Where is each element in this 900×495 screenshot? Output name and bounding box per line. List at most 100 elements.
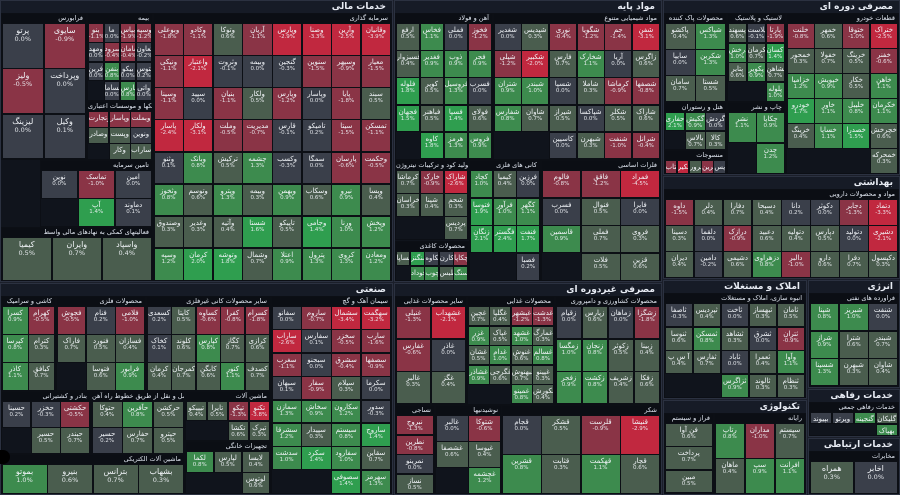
stock-tile[interactable]: فسرب 0.0% [467, 77, 492, 106]
stock-tile[interactable]: دزهراوی 0.8% [751, 251, 782, 278]
stock-tile[interactable]: شترا 0.6% [838, 330, 869, 359]
stock-tile[interactable]: غیوسا 0.4% [468, 441, 501, 468]
stock-tile[interactable]: ثتران -0.9% [776, 326, 805, 351]
stock-tile[interactable]: حسیر 0.2% [91, 427, 123, 454]
stock-tile[interactable]: دعبید 0.6% [751, 225, 782, 252]
stock-tile[interactable]: حکشتی -0.5% [60, 401, 90, 428]
stock-tile[interactable]: فجوش -0.5% [56, 306, 87, 335]
stock-tile[interactable]: خرینگ 0.4% [786, 123, 815, 149]
stock-tile[interactable]: آفتاب [664, 160, 678, 174]
stock-tile[interactable]: زبینا 0.4% [633, 338, 660, 372]
stock-tile[interactable]: شپنا 0.8% [809, 303, 840, 332]
stock-tile[interactable]: وتوکا 0.6% [212, 23, 243, 56]
stock-tile[interactable]: وآرین -2.5% [331, 23, 362, 56]
stock-tile[interactable]: حفارس 0.7% [122, 427, 154, 454]
stock-tile[interactable]: خمحور 0.3% [786, 48, 815, 74]
stock-tile[interactable]: زماهان 0.0% [607, 306, 634, 340]
stock-tile[interactable]: دتولیه 0.4% [781, 225, 811, 252]
stock-tile[interactable]: شپاکس 1.3% [695, 23, 726, 50]
stock-tile[interactable]: وتوسم 0.6% [183, 183, 214, 217]
stock-tile[interactable]: سنوین -1.5% [301, 55, 332, 88]
stock-tile[interactable]: بپارس0.8% [119, 80, 136, 101]
stock-tile[interactable]: خودرو 1.7% [786, 98, 815, 124]
stock-tile[interactable]: دتماد -3.3% [868, 199, 898, 226]
stock-tile[interactable]: ورنا 1.0% [331, 215, 362, 249]
stock-tile[interactable]: حآفرین 0.8% [122, 401, 154, 428]
stock-tile[interactable]: تایرا 0.5% [206, 401, 228, 421]
stock-tile[interactable]: نطرین -0.8% [395, 434, 434, 455]
stock-tile[interactable]: ماهان 0.4% [714, 458, 745, 494]
stock-tile[interactable]: وکادو -1.1% [183, 23, 214, 56]
stock-tile[interactable]: سامان 0.7% [664, 75, 696, 102]
stock-tile[interactable]: غگلپا 0.4% [489, 306, 511, 327]
stock-tile[interactable]: اعتلا 0.9% [272, 247, 303, 281]
stock-tile[interactable]: وتجارت [87, 111, 110, 128]
stock-tile[interactable]: ونوین [130, 127, 152, 144]
stock-tile[interactable]: ذوب 0.9% [443, 50, 468, 78]
stock-tile[interactable]: واسپاد 0.4% [101, 237, 152, 281]
stock-tile[interactable]: سایوی -0.9% [43, 23, 86, 69]
stock-tile[interactable]: بنفن 0.8% [103, 61, 120, 82]
stock-tile[interactable]: شپنا 0.4% [419, 193, 444, 217]
stock-tile[interactable]: سکرد 1.4% [301, 446, 332, 471]
stock-tile[interactable]: خلیبل 0.8% [842, 98, 871, 124]
stock-tile[interactable]: قنیشا -2.9% [620, 415, 660, 455]
stock-tile[interactable]: کطبس [438, 265, 454, 281]
stock-tile[interactable]: قاسمین 0.9% [541, 225, 582, 253]
stock-tile[interactable]: گنجینه [853, 412, 876, 424]
stock-tile[interactable]: نمرینو 0.0% [395, 454, 434, 474]
stock-tile[interactable]: غمارگ 0.3% [532, 325, 554, 346]
stock-tile[interactable]: فنفت 1.7% [516, 225, 540, 253]
stock-tile[interactable]: سهگمت -3.2% [360, 306, 391, 330]
stock-tile[interactable]: دسبحا 0.4% [751, 199, 782, 226]
stock-tile[interactable]: جم -1.4% [604, 23, 633, 51]
stock-tile[interactable]: خاهن 1.1% [869, 73, 898, 99]
stock-tile[interactable]: شپلی -1.2% [493, 50, 522, 78]
stock-tile[interactable]: زکوثر 0.5% [607, 338, 634, 372]
stock-tile[interactable]: فروسیل 1.3% [443, 77, 468, 106]
stock-tile[interactable]: پسهند 0.6% [727, 23, 747, 43]
stock-tile[interactable]: شتوکا -0.6% [468, 415, 501, 442]
stock-tile[interactable]: ولکار 0.5% [242, 87, 273, 120]
stock-tile[interactable]: زغال سنگ [453, 265, 468, 281]
stock-tile[interactable]: بنو -1.1% [87, 23, 104, 43]
stock-tile[interactable]: سدور -0.3% [360, 399, 391, 424]
stock-tile[interactable]: بالاس 0.7% [684, 130, 706, 150]
stock-tile[interactable]: کاوه 1.8% [419, 131, 444, 160]
stock-tile[interactable]: شاراک -2.6% [443, 170, 468, 194]
stock-tile[interactable]: آپ 1.4% [77, 198, 115, 227]
stock-tile[interactable]: وپرداخت 0.0% [43, 68, 86, 115]
stock-tile[interactable]: امین 0.0% [114, 170, 152, 199]
stock-tile[interactable]: غدشت -1.3% [532, 306, 554, 327]
stock-tile[interactable]: ثزاگرس 0.9% [720, 373, 749, 398]
stock-tile[interactable]: پتایر 0.6% [727, 62, 747, 82]
stock-tile[interactable]: وملت -0.5% [212, 119, 243, 152]
stock-tile[interactable]: غزر 0.9% [467, 325, 490, 346]
stock-tile[interactable]: معیار -1.5% [360, 55, 391, 88]
stock-tile[interactable]: دکوثر 0.0% [810, 199, 840, 226]
stock-tile[interactable]: پرداخت 0.7% [664, 446, 713, 471]
stock-tile[interactable]: خصدرا 1.5% [842, 123, 871, 149]
stock-tile[interactable]: پلاست -0.1% [746, 23, 766, 43]
stock-tile[interactable]: شسینا 1.3% [809, 358, 840, 387]
stock-tile[interactable]: هرمز 1.3% [443, 131, 468, 160]
stock-tile[interactable]: وآوا 1.1% [776, 350, 805, 374]
stock-tile[interactable]: کساپا [395, 251, 411, 266]
stock-tile[interactable]: مدیریت -0.7% [242, 119, 273, 152]
stock-tile[interactable]: ثاصفا -0.3% [664, 303, 693, 327]
stock-tile[interactable]: پکویر 0.9% [746, 62, 766, 82]
stock-tile[interactable]: سخزر -0.5% [331, 329, 362, 354]
stock-tile[interactable]: کنور 1.1% [220, 362, 246, 391]
stock-tile[interactable]: سصوفی 1.4% [331, 469, 362, 494]
stock-tile[interactable]: شبندر 1.0% [521, 77, 550, 106]
stock-tile[interactable]: سقاین 0.7% [360, 446, 391, 471]
stock-tile[interactable]: وکیل 0.1% [43, 113, 86, 160]
stock-tile[interactable]: وجامی 1.4% [301, 215, 332, 249]
stock-tile[interactable]: دپارس 0.5% [810, 225, 840, 252]
stock-tile[interactable]: بیکو 0.0% [119, 61, 136, 82]
stock-tile[interactable]: ولکار -3.1% [183, 119, 214, 152]
stock-tile[interactable]: غشهد 1.0% [510, 325, 533, 346]
stock-tile[interactable]: زشگزا -1.8% [633, 306, 660, 340]
stock-tile[interactable]: کرمان 0.4% [146, 362, 172, 391]
stock-tile[interactable]: چدن 1.2% [756, 142, 785, 174]
